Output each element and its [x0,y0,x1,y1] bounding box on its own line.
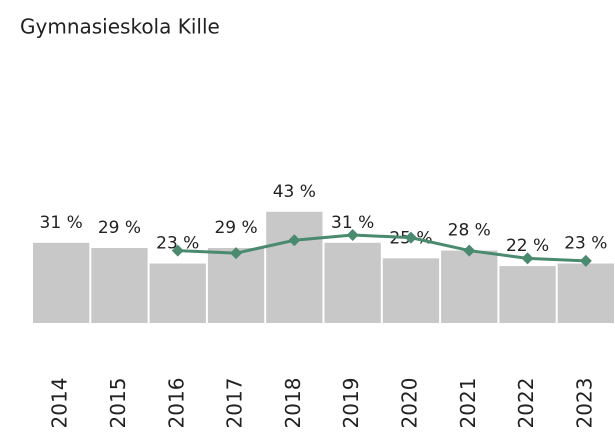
line-marker [521,252,534,265]
x-tick-label: 2021 [456,378,480,429]
bar [499,266,556,323]
value-label: 29 % [214,218,257,238]
x-tick-label: 2018 [281,378,305,429]
x-tick-label: 2019 [339,378,363,429]
value-label: 29 % [98,218,141,238]
x-tick-label: 2020 [397,378,421,429]
line-marker [463,244,476,257]
value-label: 43 % [273,182,316,202]
chart-title: Gymnasieskola Kille [20,15,220,39]
line-marker [171,244,184,257]
value-label: 23 % [564,234,607,254]
x-tick-label: 2016 [164,378,188,429]
bar [207,247,265,323]
x-tick-label: 2023 [572,378,596,429]
bar [266,211,323,323]
bar [149,263,206,323]
line-marker [230,247,243,260]
bar [557,263,614,323]
line [177,233,586,263]
x-tick-label: 2014 [48,378,72,429]
x-tick-label: 2015 [106,378,130,429]
x-tick-label: 2022 [514,378,538,429]
bar [441,250,498,323]
bar [33,242,90,323]
value-label: 31 % [331,213,374,233]
value-label: 28 % [448,221,491,241]
bar [382,258,440,323]
value-label: 23 % [156,234,199,254]
line-marker [288,234,301,247]
line-marker [579,254,592,267]
value-label: 31 % [40,213,83,233]
x-tick-label: 2017 [223,378,247,429]
line-marker [404,231,417,244]
value-label: 22 % [506,236,549,256]
line-marker [346,229,359,242]
bar [324,242,381,323]
bar [91,247,148,323]
